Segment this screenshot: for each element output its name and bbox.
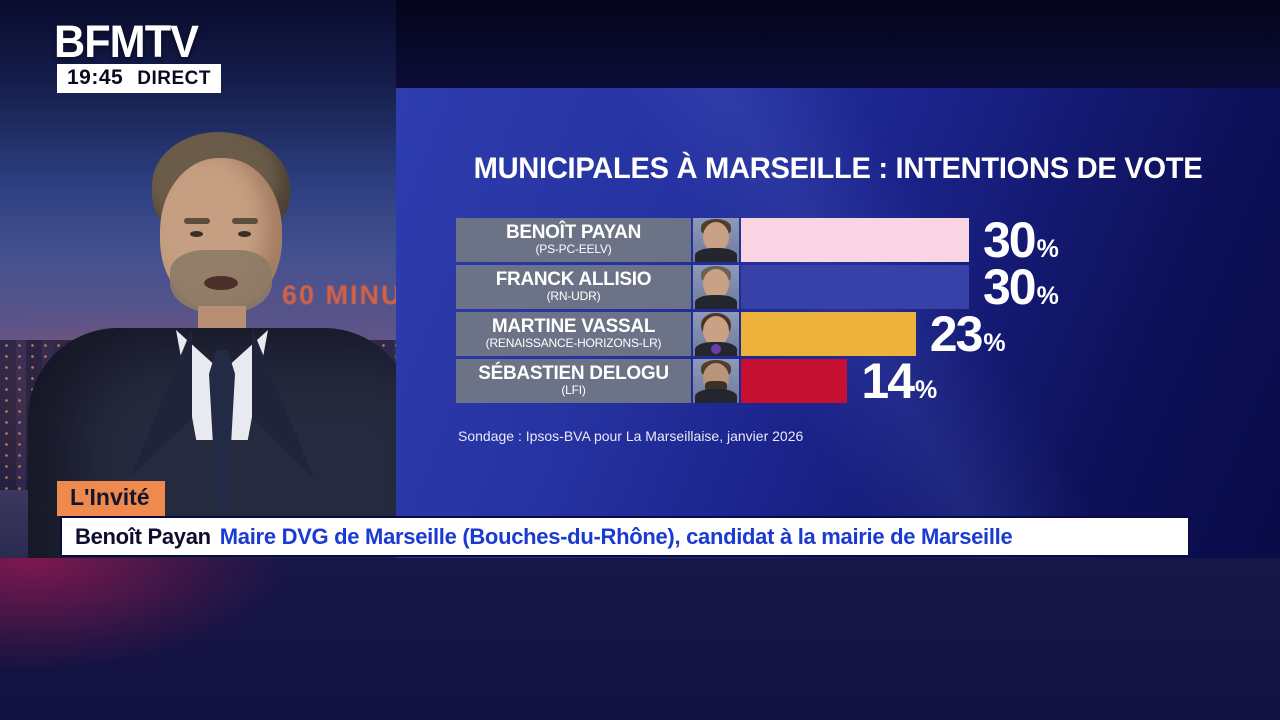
studio-backdrop-text: 60 MINUT xyxy=(282,280,396,310)
candidate-name: BENOÎT PAYAN xyxy=(505,222,642,244)
poll-value: 30 % xyxy=(983,262,1059,312)
poll-row-allisio: FRANCK ALLISIO (RN-UDR) 30 % xyxy=(456,262,1059,312)
poll-row-vassal: MARTINE VASSAL (RENAISSANCE-HORIZONS-LR)… xyxy=(456,309,1059,359)
poll-bar xyxy=(741,218,969,262)
candidate-party: (RN-UDR) xyxy=(546,289,601,304)
promo-strip: Ce soir 21.00 LIGNE ROUGE Le Pen/Bardell… xyxy=(0,558,1280,720)
time-direct-badge: 19:45 DIRECT xyxy=(57,64,221,93)
candidate-name: SÉBASTIEN DELOGU xyxy=(478,363,669,385)
candidate-photo xyxy=(693,218,739,262)
poll-rows: BENOÎT PAYAN (PS-PC-EELV) 30 % FRANCK AL… xyxy=(456,215,1059,406)
percent-sign: % xyxy=(1036,282,1059,310)
lower-third-banner: Benoît Payan Maire DVG de Marseille (Bou… xyxy=(60,516,1190,557)
poll-bar xyxy=(741,312,916,356)
candidate-party: (RENAISSANCE-HORIZONS-LR) xyxy=(485,336,662,351)
candidate-party: (PS-PC-EELV) xyxy=(535,242,612,257)
candidate-label: FRANCK ALLISIO (RN-UDR) xyxy=(456,265,691,309)
poll-row-delogu: SÉBASTIEN DELOGU (LFI) 14 % xyxy=(456,356,1059,406)
poll-bar xyxy=(741,265,969,309)
percent-sign: % xyxy=(915,376,938,404)
candidate-label: SÉBASTIEN DELOGU (LFI) xyxy=(456,359,691,403)
channel-logo: BFMTV xyxy=(54,16,199,67)
candidate-photo xyxy=(693,312,739,356)
candidate-label: MARTINE VASSAL (RENAISSANCE-HORIZONS-LR) xyxy=(456,312,691,356)
poll-row-payan: BENOÎT PAYAN (PS-PC-EELV) 30 % xyxy=(456,215,1059,265)
poll-value: 14 % xyxy=(861,356,937,406)
clock-time: 19:45 xyxy=(67,66,124,89)
live-label: DIRECT xyxy=(137,68,211,89)
poll-source: Sondage : Ipsos-BVA pour La Marseillaise… xyxy=(458,428,804,444)
candidate-photo xyxy=(693,265,739,309)
poll-graphic-panel: MUNICIPALES À MARSEILLE : INTENTIONS DE … xyxy=(396,88,1280,558)
banner-guest-description: Maire DVG de Marseille (Bouches-du-Rhône… xyxy=(219,523,1013,549)
top-strip xyxy=(396,0,1280,90)
candidate-label: BENOÎT PAYAN (PS-PC-EELV) xyxy=(456,218,691,262)
percent-sign: % xyxy=(983,329,1006,357)
guest-tag: L'Invité xyxy=(57,481,165,516)
poll-bar xyxy=(741,359,848,403)
chart-title: MUNICIPALES À MARSEILLE : INTENTIONS DE … xyxy=(473,152,1203,185)
percent-sign: % xyxy=(1036,235,1059,263)
poll-value: 23 % xyxy=(930,309,1006,359)
candidate-photo xyxy=(693,359,739,403)
candidate-party: (LFI) xyxy=(561,383,586,398)
candidate-name: FRANCK ALLISIO xyxy=(495,269,652,291)
poll-value: 30 % xyxy=(983,215,1059,265)
banner-guest-name: Benoît Payan xyxy=(75,523,211,549)
candidate-name: MARTINE VASSAL xyxy=(491,316,656,338)
